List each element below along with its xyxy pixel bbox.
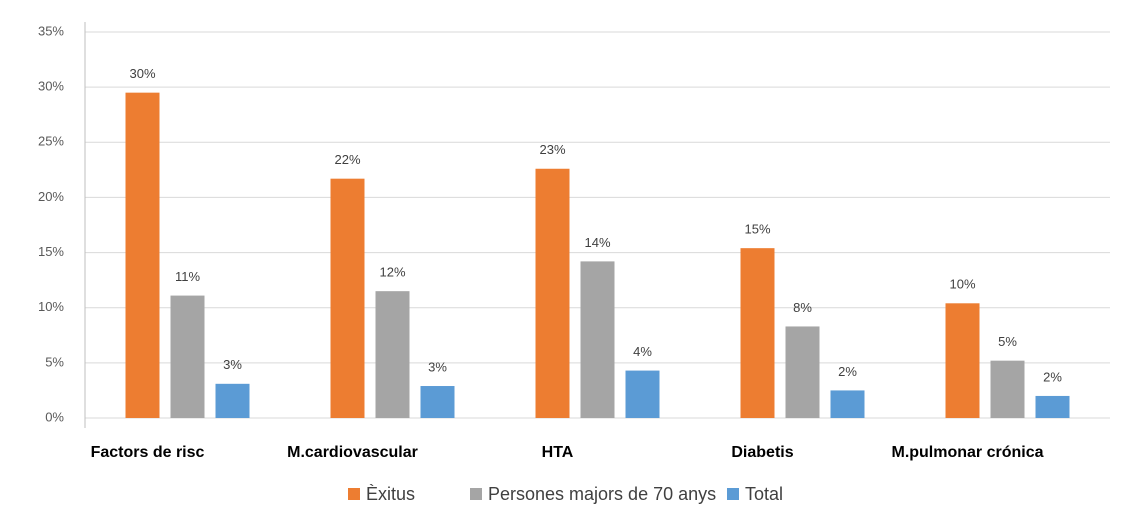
bar bbox=[125, 92, 160, 419]
y-tick-label: 5% bbox=[45, 354, 64, 369]
data-label: 3% bbox=[223, 357, 242, 372]
legend-label: Total bbox=[745, 484, 783, 504]
bar bbox=[535, 168, 570, 418]
legend-swatch bbox=[727, 488, 739, 500]
data-label: 15% bbox=[744, 222, 770, 237]
data-label: 2% bbox=[838, 364, 857, 379]
y-tick-label: 15% bbox=[38, 244, 64, 259]
bar bbox=[580, 261, 615, 418]
data-label: 12% bbox=[379, 265, 405, 280]
bar bbox=[420, 386, 455, 418]
data-label: 8% bbox=[793, 300, 812, 315]
data-label: 30% bbox=[129, 66, 155, 81]
bar bbox=[945, 303, 980, 418]
x-tick-label: Factors de risc bbox=[91, 444, 205, 461]
x-tick-label: M.pulmonar crónica bbox=[891, 444, 1043, 461]
y-tick-label: 25% bbox=[38, 134, 64, 149]
bar bbox=[990, 360, 1025, 418]
y-tick-label: 35% bbox=[38, 23, 64, 38]
bar bbox=[785, 326, 820, 418]
data-label: 11% bbox=[175, 269, 200, 284]
bar bbox=[375, 291, 410, 418]
bar bbox=[625, 370, 660, 418]
data-label: 3% bbox=[428, 359, 447, 374]
data-label: 22% bbox=[334, 152, 360, 167]
data-label: 2% bbox=[1043, 369, 1062, 384]
x-tick-label: HTA bbox=[542, 444, 574, 461]
bar bbox=[1035, 395, 1070, 418]
legend-swatch bbox=[348, 488, 360, 500]
data-label: 4% bbox=[633, 344, 652, 359]
bar bbox=[830, 390, 865, 418]
x-tick-label: Diabetis bbox=[731, 444, 793, 461]
y-tick-label: 30% bbox=[38, 79, 64, 94]
data-label: 23% bbox=[539, 142, 565, 157]
y-tick-label: 20% bbox=[38, 189, 64, 204]
bar bbox=[215, 383, 250, 418]
x-tick-label: M.cardiovascular bbox=[287, 444, 418, 461]
y-tick-label: 10% bbox=[38, 299, 64, 314]
bar bbox=[740, 248, 775, 418]
bar bbox=[330, 178, 365, 418]
legend-label: Èxitus bbox=[366, 484, 415, 504]
y-tick-label: 0% bbox=[45, 409, 64, 424]
legend-swatch bbox=[470, 488, 482, 500]
data-label: 14% bbox=[584, 235, 610, 250]
bar bbox=[170, 295, 205, 418]
legend-label: Persones majors de 70 anys bbox=[488, 484, 716, 504]
data-label: 10% bbox=[949, 277, 975, 292]
data-label: 5% bbox=[998, 334, 1017, 349]
